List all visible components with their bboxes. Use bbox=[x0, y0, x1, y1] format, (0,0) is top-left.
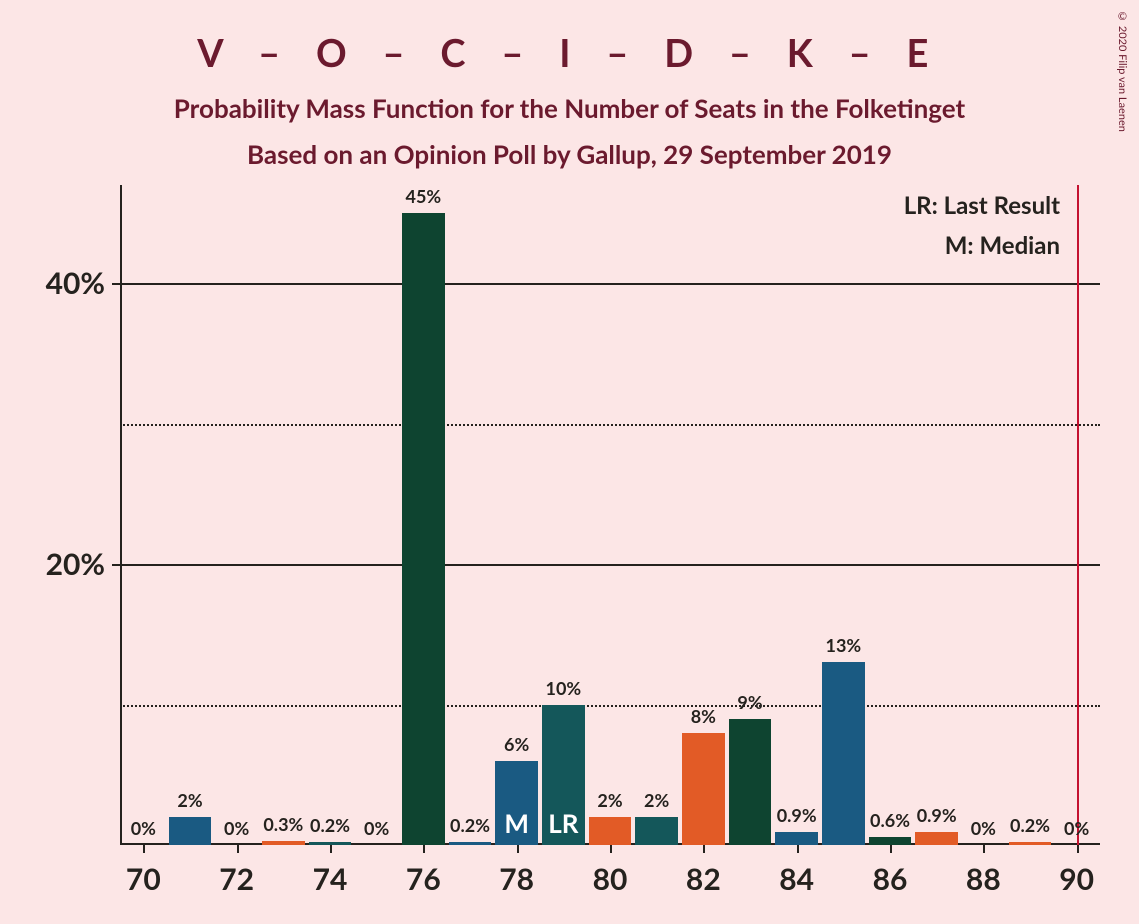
bar-annotation: LR bbox=[548, 807, 578, 839]
gridline-minor bbox=[120, 424, 1100, 426]
x-tick bbox=[143, 845, 145, 853]
legend-m: M: Median bbox=[945, 231, 1060, 260]
bar bbox=[869, 837, 912, 845]
bar-annotation: M bbox=[504, 807, 529, 839]
y-axis-label: 20% bbox=[25, 546, 105, 582]
bar-value-label: 0.2% bbox=[450, 814, 490, 836]
bar-value-label: 10% bbox=[546, 677, 582, 699]
bar-value-label: 0.6% bbox=[870, 809, 910, 831]
bar-value-label: 2% bbox=[644, 789, 669, 811]
gridline-major bbox=[120, 564, 1100, 566]
x-tick bbox=[330, 845, 332, 853]
x-tick bbox=[517, 845, 519, 853]
x-axis-label: 90 bbox=[1059, 861, 1094, 897]
x-tick bbox=[890, 845, 892, 853]
copyright-text: © 2020 Filip van Laenen bbox=[1116, 10, 1129, 132]
x-tick bbox=[703, 845, 705, 853]
chart-title: V – O – C – I – D – K – E bbox=[0, 30, 1139, 76]
x-axis-label: 74 bbox=[313, 861, 348, 897]
chart-subtitle-2: Based on an Opinion Poll by Gallup, 29 S… bbox=[0, 138, 1139, 170]
bar-value-label: 0.2% bbox=[1010, 814, 1050, 836]
plot-region: 20%40%70727476788082848688900%2%0%0.3%0.… bbox=[120, 185, 1100, 845]
x-axis-label: 88 bbox=[966, 861, 1001, 897]
x-axis-label: 76 bbox=[406, 861, 441, 897]
bar-value-label: 0% bbox=[971, 817, 996, 839]
bar-value-label: 0.9% bbox=[777, 804, 817, 826]
bar-value-label: 13% bbox=[826, 634, 862, 656]
gridline-major bbox=[120, 283, 1100, 285]
bar-value-label: 0.9% bbox=[917, 804, 957, 826]
bar-value-label: 0% bbox=[364, 817, 389, 839]
bar-value-label: 2% bbox=[177, 789, 202, 811]
x-tick bbox=[423, 845, 425, 853]
x-axis-label: 70 bbox=[126, 861, 161, 897]
bar-value-label: 6% bbox=[504, 733, 529, 755]
bar bbox=[915, 832, 958, 845]
y-tick bbox=[112, 564, 120, 566]
bar bbox=[402, 213, 445, 845]
x-axis-label: 78 bbox=[499, 861, 534, 897]
y-tick bbox=[112, 283, 120, 285]
bar-value-label: 0% bbox=[1064, 817, 1089, 839]
bar-value-label: 8% bbox=[691, 705, 716, 727]
bar-value-label: 2% bbox=[597, 789, 622, 811]
bar bbox=[169, 817, 212, 845]
bar bbox=[775, 832, 818, 845]
y-axis-label: 40% bbox=[25, 265, 105, 301]
bar bbox=[822, 662, 865, 845]
bar-value-label: 9% bbox=[737, 691, 762, 713]
bar-value-label: 0.3% bbox=[263, 813, 303, 835]
reference-line bbox=[1077, 185, 1079, 845]
x-tick bbox=[237, 845, 239, 853]
x-axis-label: 84 bbox=[779, 861, 814, 897]
bar bbox=[682, 733, 725, 845]
bar-value-label: 45% bbox=[406, 185, 442, 207]
x-tick bbox=[797, 845, 799, 853]
chart-subtitle-1: Probability Mass Function for the Number… bbox=[0, 92, 1139, 124]
x-tick bbox=[1077, 845, 1079, 853]
bar bbox=[1009, 842, 1052, 845]
x-tick bbox=[983, 845, 985, 853]
legend-lr: LR: Last Result bbox=[904, 191, 1060, 220]
bar-value-label: 0.2% bbox=[310, 814, 350, 836]
bar bbox=[449, 842, 492, 845]
x-axis-label: 72 bbox=[219, 861, 254, 897]
gridline-minor bbox=[120, 705, 1100, 707]
bar-value-label: 0% bbox=[131, 817, 156, 839]
bar bbox=[635, 817, 678, 845]
x-axis-label: 86 bbox=[873, 861, 908, 897]
bar bbox=[309, 842, 352, 845]
bar bbox=[589, 817, 632, 845]
bar bbox=[729, 719, 772, 845]
x-axis-label: 80 bbox=[593, 861, 628, 897]
bar-value-label: 0% bbox=[224, 817, 249, 839]
x-axis-label: 82 bbox=[686, 861, 721, 897]
x-tick bbox=[610, 845, 612, 853]
bar bbox=[262, 841, 305, 845]
chart-area: 20%40%70727476788082848688900%2%0%0.3%0.… bbox=[120, 185, 1100, 845]
